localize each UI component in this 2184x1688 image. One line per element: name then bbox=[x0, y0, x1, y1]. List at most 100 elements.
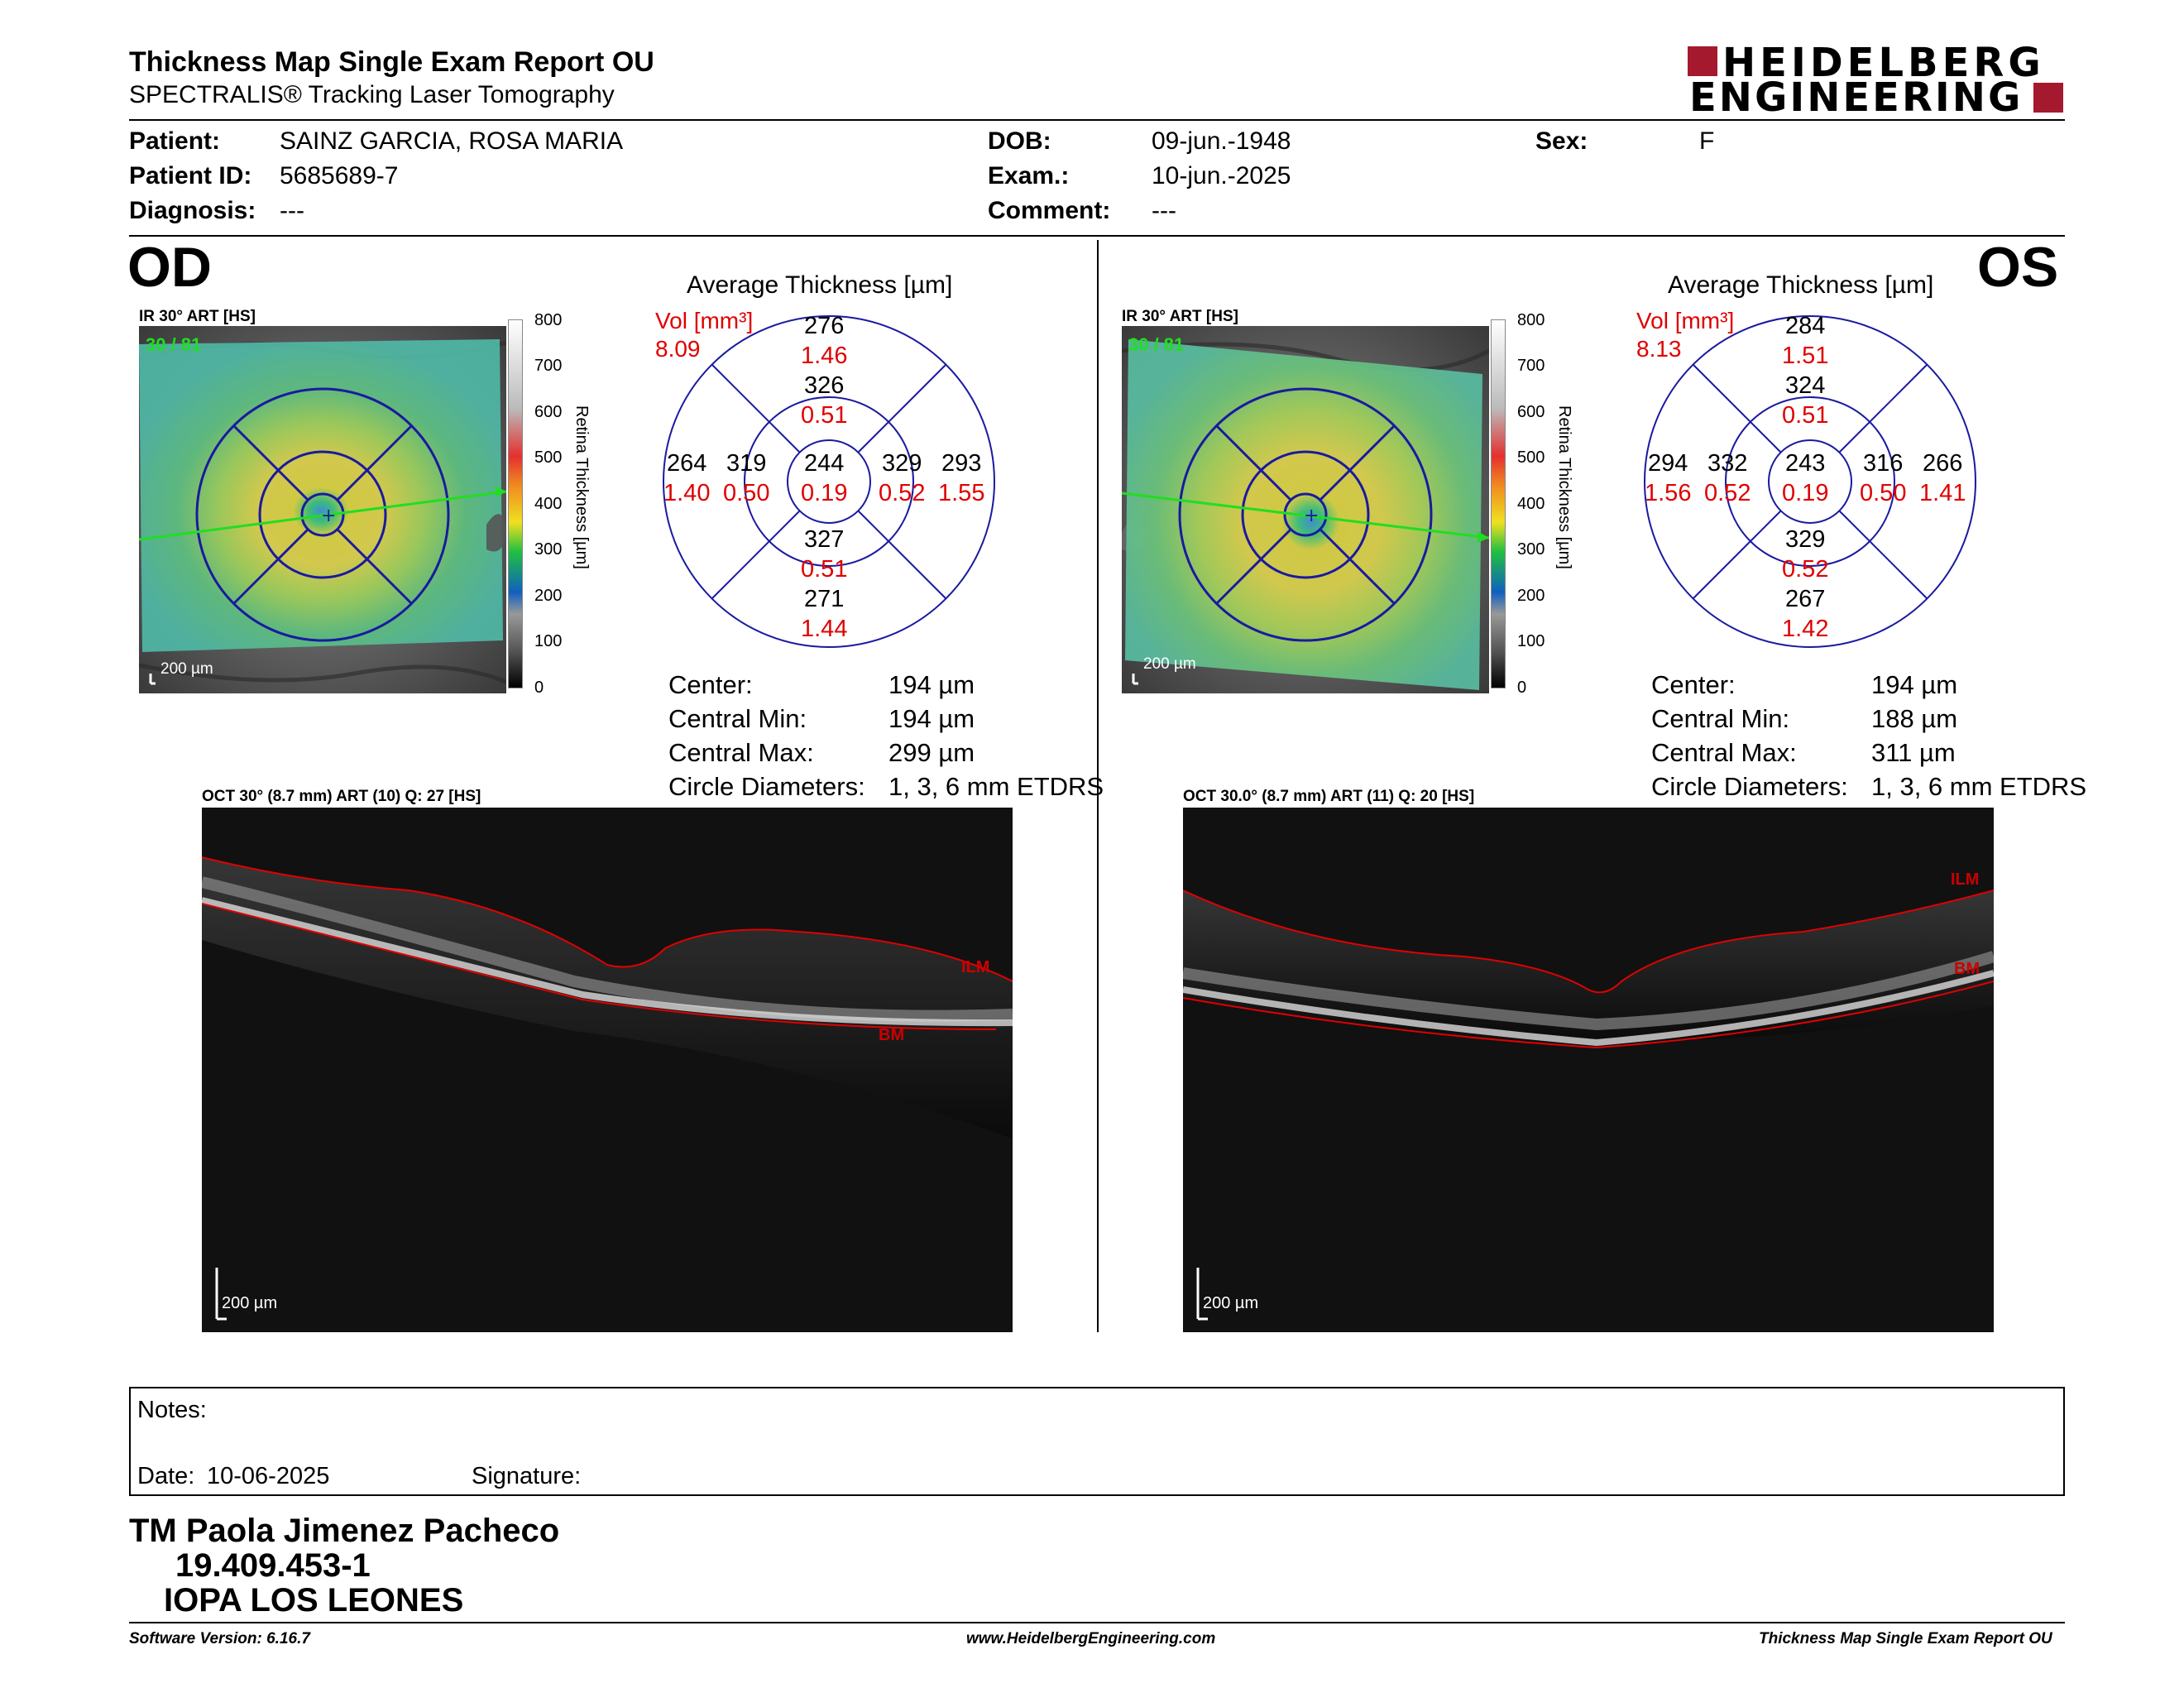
os-cb-title: Retina Thickness [µm] bbox=[1555, 405, 1573, 569]
os-ir-svg: + bbox=[1122, 326, 1489, 693]
os-inner-bottom-thickness: 329 bbox=[1785, 526, 1826, 553]
comment-label: Comment: bbox=[988, 197, 1111, 224]
od-inner-top-thickness: 326 bbox=[804, 372, 845, 399]
website-link[interactable]: www.HeidelbergEngineering.com bbox=[966, 1630, 1216, 1647]
os-circle-diam-label: Circle Diameters: bbox=[1651, 772, 1848, 801]
os-inner-top-thickness: 324 bbox=[1785, 372, 1826, 399]
os-inner-right-thickness: 316 bbox=[1863, 450, 1904, 477]
os-inner-left-volume: 0.52 bbox=[1704, 480, 1751, 506]
os-outer-top-volume: 1.51 bbox=[1782, 343, 1829, 369]
sex-value: F bbox=[1699, 127, 1715, 155]
logo-square-bottom bbox=[2033, 83, 2063, 113]
os-oct-svg bbox=[1183, 808, 1994, 1332]
od-outer-bottom-thickness: 271 bbox=[804, 586, 845, 612]
od-central-max-label: Central Max: bbox=[668, 738, 814, 767]
diagnosis-value: --- bbox=[280, 197, 304, 224]
od-circle-diam-value: 1, 3, 6 mm ETDRS bbox=[888, 772, 1104, 801]
os-outer-right-thickness: 266 bbox=[1923, 450, 1963, 477]
od-outer-left-volume: 1.40 bbox=[663, 480, 711, 506]
od-circle-diam-label: Circle Diameters: bbox=[668, 772, 865, 801]
signature-label: Signature: bbox=[472, 1463, 582, 1489]
os-cb-tick: 600 bbox=[1517, 403, 1545, 421]
os-cb-tick: 0 bbox=[1517, 679, 1527, 697]
od-ir-scale: 200 µm bbox=[160, 660, 213, 678]
footer-divider bbox=[129, 1622, 2065, 1623]
os-center-thickness: 243 bbox=[1785, 450, 1826, 477]
logo-text-heidelberg: HEIDELBERG bbox=[1722, 40, 2045, 86]
patient-id: 5685689-7 bbox=[280, 162, 399, 189]
od-inner-top-volume: 0.51 bbox=[801, 402, 848, 429]
patient-name: SAINZ GARCIA, ROSA MARIA bbox=[280, 127, 624, 155]
os-central-min-label: Central Min: bbox=[1651, 704, 1790, 733]
od-central-max-value: 299 µm bbox=[888, 738, 975, 767]
od-oct-svg bbox=[202, 808, 1013, 1332]
os-bm-label: BM bbox=[1954, 960, 1980, 978]
od-cb-tick: 0 bbox=[534, 679, 544, 697]
patient-id-label: Patient ID: bbox=[129, 162, 252, 189]
od-outer-top-thickness: 276 bbox=[804, 313, 845, 339]
date-value: 10-06-2025 bbox=[207, 1463, 330, 1489]
od-center-thickness: 244 bbox=[804, 450, 845, 477]
os-central-min-value: 188 µm bbox=[1871, 704, 1958, 733]
od-cb-title: Retina Thickness [µm] bbox=[572, 405, 591, 569]
os-cb-tick: 800 bbox=[1517, 311, 1545, 329]
od-ir-label: IR 30° ART [HS] bbox=[139, 308, 256, 325]
od-central-min-label: Central Min: bbox=[668, 704, 807, 733]
od-bm-label: BM bbox=[879, 1026, 905, 1044]
os-central-max-label: Central Max: bbox=[1651, 738, 1797, 767]
od-avg-title: Average Thickness [µm] bbox=[687, 271, 953, 299]
signer-name: TM Paola Jimenez Pacheco bbox=[129, 1513, 560, 1549]
os-ir-overlay: 30 / 81 bbox=[1128, 334, 1185, 355]
os-cb-tick: 500 bbox=[1517, 448, 1545, 467]
os-outer-top-thickness: 284 bbox=[1785, 313, 1826, 339]
od-oct-scale: 200 µm bbox=[222, 1294, 278, 1312]
header-divider bbox=[129, 119, 2065, 121]
os-eye-label: OS bbox=[1977, 236, 2059, 299]
os-outer-left-thickness: 294 bbox=[1648, 450, 1688, 477]
os-cb-tick: 300 bbox=[1517, 540, 1545, 559]
od-colorbar: 800 700 600 500 400 300 200 100 0 Retina… bbox=[508, 311, 624, 697]
od-cb-tick: 700 bbox=[534, 357, 563, 375]
os-central-max-value: 311 µm bbox=[1871, 738, 1956, 767]
od-ilm-label: ILM bbox=[961, 958, 990, 976]
exam-label: Exam.: bbox=[988, 162, 1070, 189]
od-center-label: Center: bbox=[668, 670, 753, 699]
od-outer-left-thickness: 264 bbox=[667, 450, 707, 477]
od-oct-bscan: ILM BM 200 µm bbox=[202, 808, 1013, 1332]
os-ir-thickness-map: + 30 / 81 200 µm bbox=[1122, 326, 1489, 693]
software-version: Software Version: 6.16.7 bbox=[129, 1630, 310, 1647]
od-ir-svg: + bbox=[139, 326, 506, 693]
os-center-label: Center: bbox=[1651, 670, 1736, 699]
os-cb-tick: 700 bbox=[1517, 357, 1545, 375]
brand-logo: HEIDELBERG ENGINEERING bbox=[1688, 40, 2065, 121]
od-inner-left-thickness: 319 bbox=[726, 450, 767, 477]
os-center-value: 194 µm bbox=[1871, 670, 1958, 699]
notes-box[interactable]: Notes: Date: 10-06-2025 Signature: bbox=[129, 1387, 2065, 1496]
os-ir-scale: 200 µm bbox=[1143, 655, 1196, 673]
dob-label: DOB: bbox=[988, 127, 1051, 155]
os-inner-top-volume: 0.51 bbox=[1782, 402, 1829, 429]
os-oct-bscan: ILM BM 200 µm bbox=[1183, 808, 1994, 1332]
date-label: Date: bbox=[137, 1463, 195, 1489]
os-inner-left-thickness: 332 bbox=[1707, 450, 1748, 477]
os-avg-title: Average Thickness [µm] bbox=[1668, 271, 1934, 299]
od-inner-bottom-volume: 0.51 bbox=[801, 556, 848, 583]
od-cb-tick: 800 bbox=[534, 311, 563, 329]
os-center-volume: 0.19 bbox=[1782, 480, 1829, 506]
od-outer-right-thickness: 293 bbox=[941, 450, 982, 477]
os-cb-tick: 200 bbox=[1517, 587, 1545, 605]
od-cb-tick: 600 bbox=[534, 403, 563, 421]
signer-id: 19.409.453-1 bbox=[175, 1547, 371, 1584]
od-etdrs-svg bbox=[663, 315, 995, 648]
diagnosis-label: Diagnosis: bbox=[129, 197, 256, 224]
eye-divider bbox=[1097, 240, 1099, 1332]
od-outer-bottom-volume: 1.44 bbox=[801, 616, 848, 642]
od-vol-value: 8.09 bbox=[655, 336, 701, 362]
od-cb-tick: 300 bbox=[534, 540, 563, 559]
footer-report-name: Thickness Map Single Exam Report OU bbox=[1759, 1630, 2052, 1647]
os-vol-label: Vol [mm³] bbox=[1636, 308, 1735, 333]
od-outer-right-volume: 1.55 bbox=[938, 480, 985, 506]
os-circle-diam-value: 1, 3, 6 mm ETDRS bbox=[1871, 772, 2087, 801]
svg-text:+: + bbox=[1304, 506, 1319, 526]
patient-divider bbox=[129, 235, 2065, 237]
